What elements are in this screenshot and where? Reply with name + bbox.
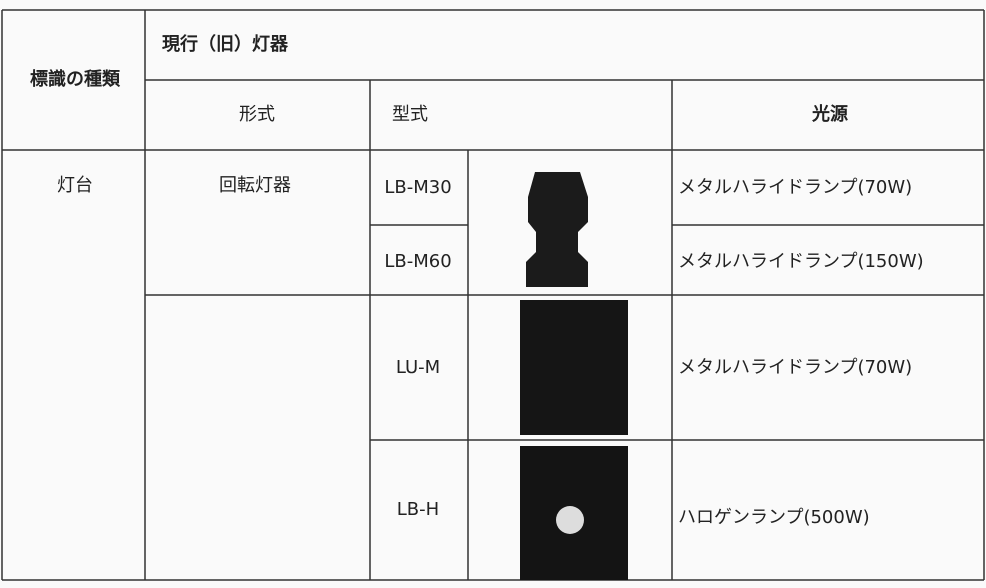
light-source-cell: メタルハライドランプ(70W) xyxy=(678,357,912,378)
form-cell: 回転灯器 xyxy=(219,175,291,196)
light-source-cell: ハロゲンランプ(500W) xyxy=(678,507,870,528)
table-grid xyxy=(1,9,985,581)
category-cell: 灯台 xyxy=(57,175,93,196)
header-cell: 現行（旧）灯器 xyxy=(162,33,289,55)
model-cell: LB-M60 xyxy=(384,251,451,272)
model-cell: LB-M30 xyxy=(384,177,451,198)
light-source-cell: メタルハライドランプ(70W) xyxy=(678,177,912,198)
light-source-cell: メタルハライドランプ(150W) xyxy=(678,251,924,272)
lamp-photo xyxy=(520,300,628,435)
lamp-photos xyxy=(520,172,628,580)
header-cell: 光源 xyxy=(811,103,848,125)
header-cell: 標識の種類 xyxy=(30,68,121,90)
lamp-photo-detail xyxy=(556,506,584,534)
model-cell: LB-H xyxy=(397,499,439,520)
header-cell: 型式 xyxy=(392,104,428,125)
lamp-photo xyxy=(526,172,588,287)
model-cell: LU-M xyxy=(396,357,440,378)
header-cell: 形式 xyxy=(239,104,275,125)
